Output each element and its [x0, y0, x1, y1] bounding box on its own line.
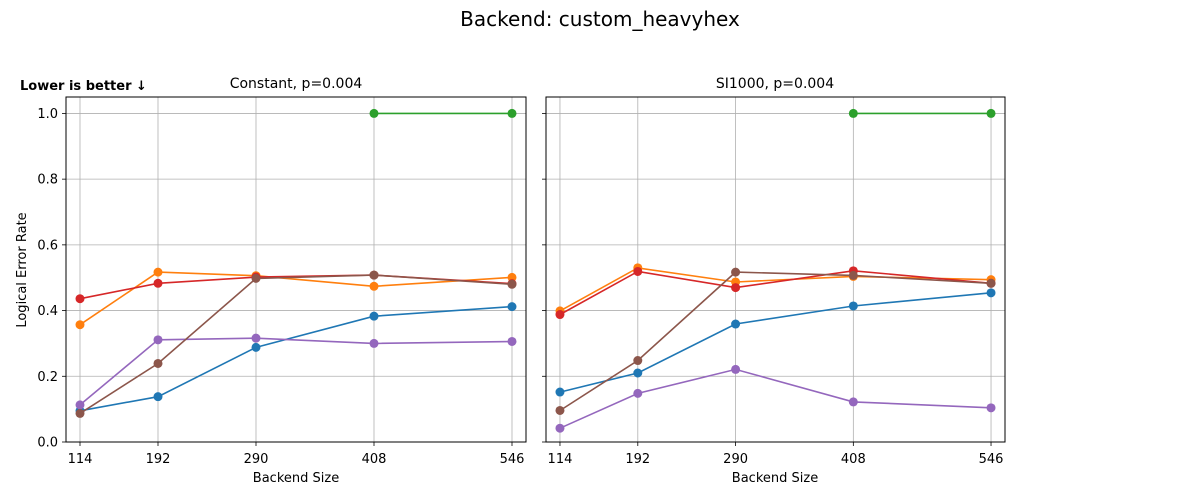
- data-point-series-5: [153, 358, 163, 368]
- data-point-series-1: [153, 267, 163, 277]
- data-point-series-5: [986, 278, 996, 288]
- data-point-series-1: [75, 320, 85, 330]
- data-point-series-5: [251, 273, 261, 283]
- data-point-series-0: [848, 301, 858, 311]
- data-point-series-0: [633, 368, 643, 378]
- y-tick-label: 0.8: [37, 173, 58, 188]
- data-point-series-5: [75, 408, 85, 418]
- data-point-series-0: [986, 288, 996, 298]
- series-line-1: [559, 267, 992, 312]
- data-point-series-0: [731, 319, 741, 329]
- data-point-series-4: [75, 400, 85, 410]
- x-axis-label: Backend Size: [253, 471, 339, 486]
- data-point-series-5: [633, 356, 643, 366]
- data-point-series-4: [986, 403, 996, 413]
- x-tick-label: 192: [625, 452, 650, 467]
- figure-suptitle: Backend: custom_heavyhex: [460, 7, 740, 31]
- x-tick-label: 114: [68, 452, 93, 467]
- data-point-series-4: [555, 423, 565, 433]
- series-line-5: [559, 271, 992, 412]
- data-point-series-4: [507, 336, 517, 346]
- x-axis-label: Backend Size: [732, 471, 818, 486]
- data-point-series-5: [848, 270, 858, 280]
- data-point-series-3: [731, 283, 741, 293]
- data-point-series-5: [731, 267, 741, 277]
- data-point-series-2: [848, 108, 858, 118]
- series-line-0: [559, 292, 992, 393]
- y-axis-label: Logical Error Rate: [15, 212, 30, 327]
- x-tick-label: 546: [500, 452, 525, 467]
- data-point-series-3: [555, 310, 565, 320]
- data-point-series-0: [251, 342, 261, 352]
- data-point-series-0: [369, 311, 379, 321]
- data-point-series-4: [633, 388, 643, 398]
- data-point-series-3: [633, 266, 643, 276]
- plot-area: 114 192 290 408 546 0.0 0.2 0.4 0.6 0.8 1.0: [37, 96, 527, 467]
- x-tick-label: 408: [362, 452, 387, 467]
- axes-frame: [65, 96, 527, 443]
- y-tick-label: 0.0: [37, 436, 58, 451]
- series-line-4: [559, 368, 992, 429]
- data-point-series-4: [848, 397, 858, 407]
- data-point-series-0: [507, 302, 517, 312]
- y-tick-label: 0.4: [37, 304, 58, 319]
- data-point-series-5: [555, 405, 565, 415]
- chart-panel-si1000: SI1000, p=0.004 Backend Size 114 192 290 40…: [542, 76, 1006, 486]
- series-line-5: [79, 274, 513, 415]
- x-tick-label: 546: [979, 452, 1004, 467]
- data-point-series-0: [153, 392, 163, 402]
- data-point-series-2: [369, 108, 379, 118]
- x-tick-label: 192: [146, 452, 171, 467]
- axes-frame: [545, 96, 1006, 443]
- series-line-3: [559, 269, 992, 316]
- chart-panel-constant: Constant, p=0.004 Logical Error Rate Bac…: [15, 76, 527, 486]
- data-point-series-4: [251, 333, 261, 343]
- y-tick-label: 0.6: [37, 238, 58, 253]
- data-point-series-5: [507, 279, 517, 289]
- data-point-series-1: [369, 281, 379, 291]
- data-point-series-4: [731, 364, 741, 374]
- x-tick-label: 290: [244, 452, 269, 467]
- x-tick-label: 408: [841, 452, 866, 467]
- series-line-0: [79, 305, 513, 412]
- x-tick-label: 290: [723, 452, 748, 467]
- data-point-series-3: [75, 294, 85, 304]
- data-point-series-4: [369, 338, 379, 348]
- data-point-series-4: [153, 335, 163, 345]
- data-point-series-2: [986, 108, 996, 118]
- data-point-series-0: [555, 387, 565, 397]
- lower-is-better-note: Lower is better ↓: [20, 79, 147, 94]
- y-tick-label: 1.0: [37, 107, 58, 122]
- y-tick-label: 0.2: [37, 370, 58, 385]
- x-tick-label: 114: [548, 452, 573, 467]
- panel-title: Constant, p=0.004: [230, 76, 363, 92]
- panel-title: SI1000, p=0.004: [716, 76, 834, 92]
- data-point-series-1: [507, 272, 517, 282]
- data-point-series-5: [369, 270, 379, 280]
- plot-area: 114 192 290 408 546: [542, 96, 1006, 467]
- data-point-series-3: [153, 278, 163, 288]
- data-point-series-2: [507, 108, 517, 118]
